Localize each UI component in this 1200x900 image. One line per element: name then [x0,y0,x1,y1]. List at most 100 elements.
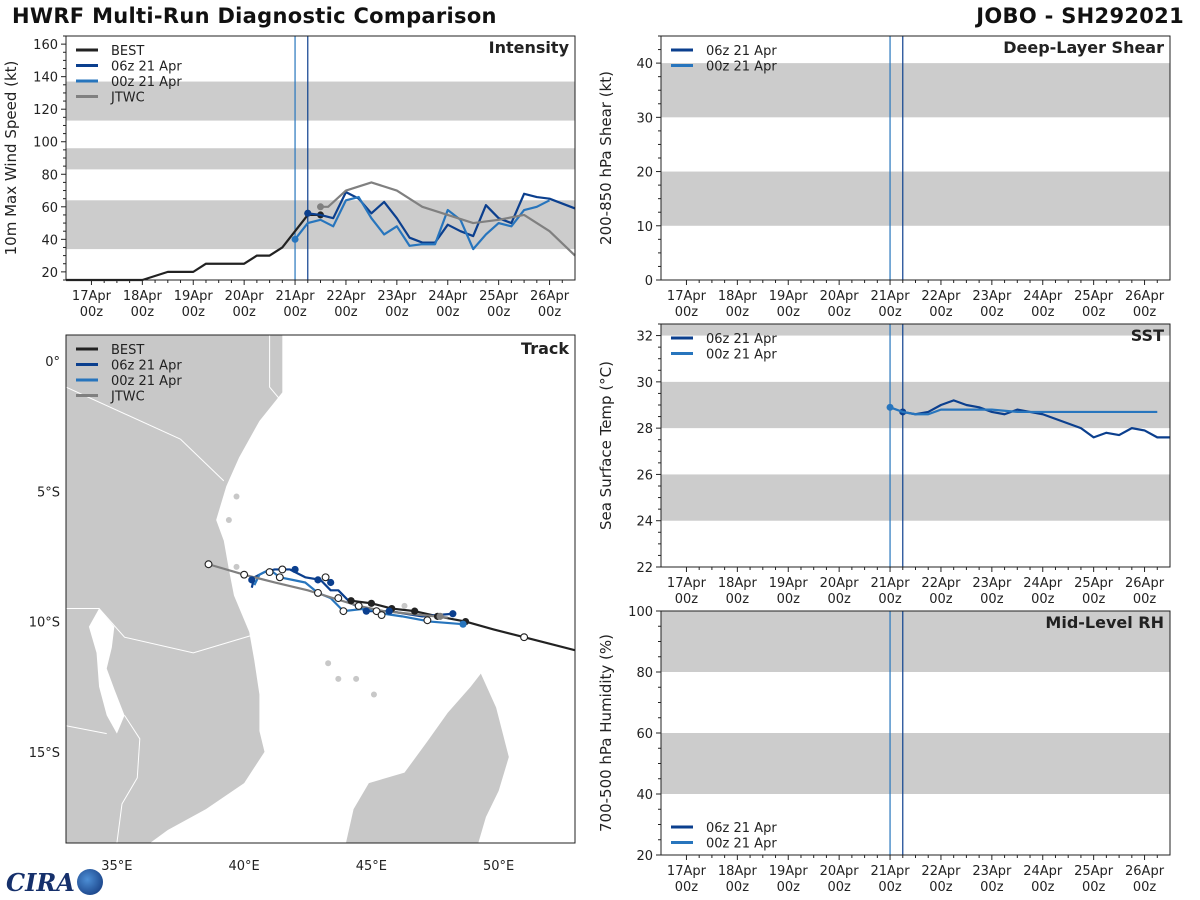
country-border [66,725,107,735]
rh-xtick-day: 21Apr [871,864,911,879]
rh-xtick-hour: 00z [1082,880,1106,895]
rh-ytick-label: 100 [628,605,653,620]
sst-xtick-hour: 00z [1031,592,1055,607]
rh-xtick-hour: 00z [980,880,1004,895]
sst-title: SST [1131,326,1164,345]
intensity-xtick-hour: 00z [232,305,256,320]
sst-xtick-day: 23Apr [972,576,1012,591]
intensity-series-line [294,195,551,251]
track-point-open [204,560,213,569]
track-ytick-label: 5°S [37,485,60,500]
rh-xtick-hour: 00z [675,880,699,895]
rh-ytick-label: 20 [636,849,653,864]
intensity-title: Intensity [489,38,570,57]
rh-xtick-day: 18Apr [718,864,758,879]
track-xtick-label: 40°E [229,859,260,874]
track-point-open [372,607,381,616]
shear-xtick-hour: 00z [726,305,750,320]
intensity-legend-label: JTWC [110,91,145,106]
track-point-filled [385,607,393,615]
track-point-open [240,570,249,579]
intensity-marker [291,235,299,243]
sst-xtick-hour: 00z [726,592,750,607]
intensity-ytick-label: 60 [41,201,58,216]
track-point-open [265,568,274,577]
sst-band [661,324,1170,336]
track-point-filled [436,612,444,620]
shear-xtick-day: 17Apr [667,289,707,304]
track-point-open [334,594,343,603]
shear-xtick-hour: 00z [777,305,801,320]
shear-xtick-day: 21Apr [871,289,911,304]
shear-xtick-hour: 00z [1082,305,1106,320]
island [325,660,332,667]
page-title: HWRF Multi-Run Diagnostic Comparison [12,4,497,28]
rh-xtick-hour: 00z [777,880,801,895]
shear-ytick-label: 40 [636,57,653,72]
sst-xtick-hour: 00z [675,592,699,607]
rh-xtick-hour: 00z [1031,880,1055,895]
rh-xtick-day: 17Apr [667,864,707,879]
shear-ytick-label: 20 [636,166,653,181]
track-title: Track [521,339,569,358]
intensity-marker [317,203,324,211]
shear-panel: 01020304017Apr00z18Apr00z19Apr00z20Apr00… [597,35,1171,320]
country-border [66,608,255,654]
intensity-xtick-hour: 00z [182,305,206,320]
intensity-ytick-label: 120 [33,103,58,118]
intensity-ylabel: 10m Max Wind Speed (kt) [2,61,20,256]
shear-xtick-day: 24Apr [1023,289,1063,304]
rh-legend-label: 00z 21 Apr [706,837,777,852]
rh-xtick-day: 24Apr [1023,864,1063,879]
shear-xtick-hour: 00z [878,305,902,320]
track-point-filled [459,620,467,628]
sst-xtick-day: 25Apr [1074,576,1114,591]
sst-xtick-day: 19Apr [769,576,809,591]
shear-ytick-label: 10 [636,220,653,235]
shear-ytick-label: 0 [645,274,653,289]
track-panel: 35°E 40°E 45°E 50°E 0° 5°S 10°S 15°S Track BEST06… [29,334,576,874]
track-frame [65,334,576,844]
shear-legend-label: 06z 21 Apr [706,44,777,59]
track-point-open [339,607,348,616]
intensity-xtick-hour: 00z [131,305,155,320]
track-point-filled [248,576,256,584]
rh-xtick-day: 23Apr [972,864,1012,879]
rh-xtick-day: 26Apr [1125,864,1165,879]
sst-xtick-hour: 00z [929,592,953,607]
intensity-ytick-label: 160 [33,38,58,53]
track-point-filled [347,597,355,605]
track-point-filled [449,610,457,618]
country-border [116,715,141,843]
intensity-panel: 2040608010012014016017Apr00z18Apr00z19Ap… [2,35,576,320]
intensity-xtick-hour: 00z [487,305,511,320]
intensity-xtick-day: 18Apr [123,289,163,304]
intensity-band [66,148,575,170]
intensity-legend-label: 06z 21 Apr [111,60,182,75]
intensity-legend-label: BEST [111,44,144,59]
track-map [66,335,575,843]
sst-xtick-hour: 00z [1082,592,1106,607]
track-legend-label: BEST [111,343,144,358]
track-point-open [314,588,322,597]
rh-panel: 2040608010017Apr00z18Apr00z19Apr00z20Apr… [597,605,1171,895]
shear-xtick-day: 26Apr [1125,289,1165,304]
intensity-xtick-day: 24Apr [428,289,468,304]
intensity-ytick-label: 140 [33,71,58,86]
intensity-xtick-hour: 00z [538,305,562,320]
track-point-open [377,611,386,620]
sst-ytick-label: 28 [636,422,653,437]
intensity-marker [304,209,312,217]
shear-ylabel: 200-850 hPa Shear (kt) [597,71,615,245]
sst-ytick-label: 24 [636,515,653,530]
track-xtick-label: 45°E [356,859,387,874]
shear-title: Deep-Layer Shear [1003,38,1164,57]
shear-band [661,63,1170,118]
sst-xtick-hour: 00z [777,592,801,607]
track-xtick-label: 35°E [101,859,132,874]
rh-xtick-hour: 00z [1133,880,1157,895]
sst-ytick-label: 30 [636,376,653,391]
track-ytick-label: 10°S [29,616,60,631]
sst-xtick-day: 24Apr [1023,576,1063,591]
island [353,675,360,682]
